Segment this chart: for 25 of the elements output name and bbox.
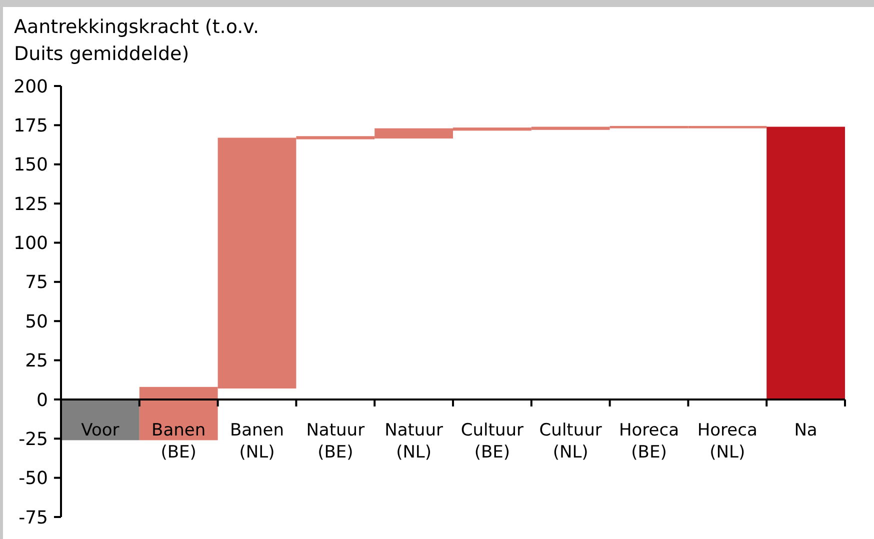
y-tick-label: -50: [18, 468, 48, 490]
x-tick-label: Horeca (NL): [697, 420, 758, 462]
x-tick-label: Horeca (BE): [618, 420, 680, 462]
y-tick-label: 0: [36, 390, 48, 411]
y-axis-title: Aantrekkingskracht (t.o.v. Duits gemiddelde): [14, 16, 259, 65]
x-tick-label: Natuur (BE): [306, 420, 365, 462]
y-tick-label: 75: [25, 272, 48, 294]
y-tick-label: 150: [14, 154, 48, 176]
y-tick-label: 175: [14, 115, 48, 136]
y-tick-label: 25: [25, 350, 48, 372]
x-tick-label: Banen (BE): [152, 420, 206, 462]
x-tick-label: Banen (NL): [230, 420, 284, 462]
y-tick-label: -75: [18, 507, 48, 528]
x-tick-label: Natuur (NL): [384, 420, 443, 462]
y-tick-label: 200: [14, 76, 48, 98]
y-tick-label: -25: [18, 428, 48, 450]
y-tick-label: 100: [14, 233, 48, 254]
x-tick-label: Cultuur (NL): [539, 420, 602, 462]
y-tick-label: 125: [14, 194, 48, 215]
x-tick-label: Voor: [81, 420, 120, 440]
bar: [61, 399, 140, 440]
x-tick-label: Cultuur (BE): [460, 420, 524, 462]
y-tick-label: 50: [25, 311, 48, 332]
bar: [766, 126, 845, 400]
x-tick-label: Na: [794, 420, 818, 440]
